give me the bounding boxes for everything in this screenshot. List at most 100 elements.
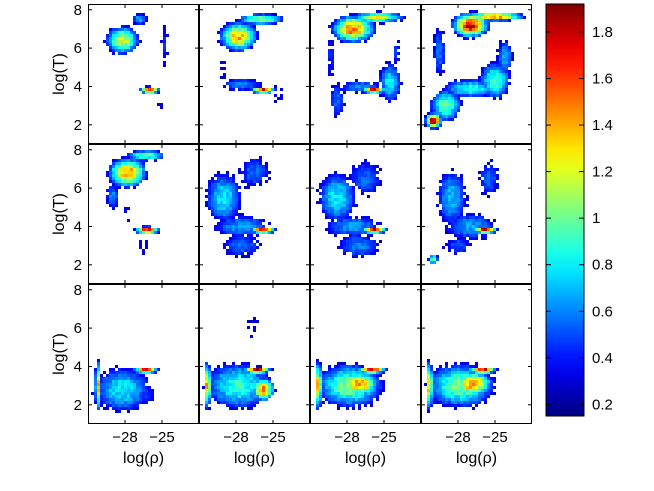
density-cell: [430, 371, 433, 374]
density-cell: [379, 228, 382, 231]
density-cell: [226, 371, 229, 374]
density-cell: [112, 52, 115, 55]
density-cell: [94, 401, 97, 404]
density-cell: [232, 389, 235, 392]
density-cell: [433, 374, 436, 377]
density-cell: [442, 195, 445, 198]
density-cell: [157, 153, 160, 156]
density-cell: [247, 37, 250, 40]
density-cell: [331, 58, 334, 61]
density-cell: [121, 43, 124, 46]
density-cell: [106, 198, 109, 201]
density-cell: [430, 392, 433, 395]
density-cell: [481, 219, 484, 222]
density-cell: [448, 210, 451, 213]
density-cell: [226, 368, 229, 371]
density-cell: [484, 22, 487, 25]
density-cell: [397, 13, 400, 16]
density-cell: [109, 46, 112, 49]
panel-frame: [310, 144, 421, 284]
density-cell: [328, 192, 331, 195]
density-cell: [358, 25, 361, 28]
density-cell: [253, 222, 256, 225]
density-cell: [160, 40, 163, 43]
density-cell: [367, 16, 370, 19]
density-cell: [460, 91, 463, 94]
density-cell: [148, 85, 151, 88]
density-cell: [238, 398, 241, 401]
density-cell: [496, 55, 499, 58]
density-cell: [217, 383, 220, 386]
density-cell: [373, 389, 376, 392]
density-cell: [334, 34, 337, 37]
density-cell: [355, 240, 358, 243]
density-cell: [208, 401, 211, 404]
density-cell: [445, 112, 448, 115]
density-cell: [334, 19, 337, 22]
density-cell: [472, 25, 475, 28]
density-cell: [334, 100, 337, 103]
density-cell: [244, 368, 247, 371]
density-cell: [364, 240, 367, 243]
density-cell: [340, 174, 343, 177]
density-cell: [349, 386, 352, 389]
density-cell: [136, 37, 139, 40]
density-cell: [499, 52, 502, 55]
density-cell: [265, 88, 268, 91]
density-cell: [370, 386, 373, 389]
density-cell: [241, 383, 244, 386]
density-cell: [460, 365, 463, 368]
density-cell: [241, 404, 244, 407]
density-cell: [151, 395, 154, 398]
density-cell: [256, 177, 259, 180]
density-cell: [253, 28, 256, 31]
density-cell: [115, 46, 118, 49]
density-cell: [391, 70, 394, 73]
density-cell: [493, 380, 496, 383]
density-cell: [352, 171, 355, 174]
density-cell: [244, 28, 247, 31]
density-cell: [466, 94, 469, 97]
density-cell: [244, 249, 247, 252]
density-cell: [247, 180, 250, 183]
density-cell: [490, 371, 493, 374]
density-cell: [112, 40, 115, 43]
density-cell: [340, 106, 343, 109]
panel-frame: [88, 144, 199, 284]
density-cell: [256, 231, 259, 234]
density-cell: [142, 168, 145, 171]
density-cell: [226, 28, 229, 31]
density-cell: [241, 79, 244, 82]
density-cell: [466, 231, 469, 234]
density-cell: [505, 91, 508, 94]
density-cell: [361, 91, 364, 94]
density-cell: [451, 380, 454, 383]
density-cell: [316, 359, 319, 362]
density-cell: [145, 368, 148, 371]
density-cell: [217, 213, 220, 216]
density-cell: [229, 237, 232, 240]
density-cell: [475, 362, 478, 365]
density-cell: [430, 106, 433, 109]
density-cell: [463, 201, 466, 204]
density-cell: [325, 371, 328, 374]
density-cell: [442, 118, 445, 121]
density-cell: [451, 112, 454, 115]
density-cell: [475, 398, 478, 401]
density-cell: [442, 377, 445, 380]
density-cell: [331, 201, 334, 204]
density-cell: [337, 109, 340, 112]
density-cell: [361, 237, 364, 240]
density-cell: [454, 201, 457, 204]
density-cell: [316, 189, 319, 192]
density-cell: [109, 171, 112, 174]
density-cell: [457, 204, 460, 207]
density-cell: [460, 103, 463, 106]
density-cell: [322, 180, 325, 183]
density-cell: [349, 234, 352, 237]
density-cell: [112, 180, 115, 183]
density-cell: [496, 94, 499, 97]
density-cell: [340, 192, 343, 195]
density-cell: [454, 404, 457, 407]
density-cell: [316, 374, 319, 377]
